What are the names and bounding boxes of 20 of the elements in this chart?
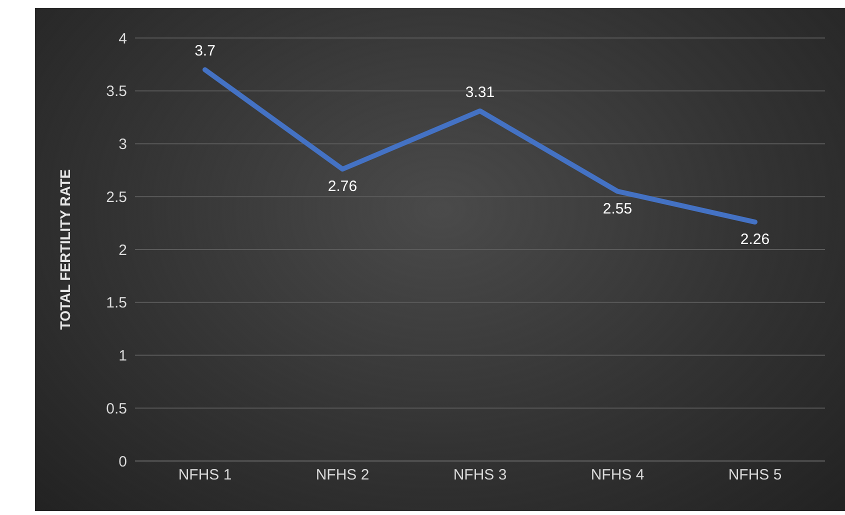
x-tick-label: NFHS 1 (178, 466, 232, 484)
x-tick-label: NFHS 3 (453, 466, 507, 484)
y-tick-label: 0 (118, 453, 127, 470)
data-label: 3.7 (194, 42, 216, 60)
y-axis-title: TOTAL FERTILITY RATE (56, 169, 73, 330)
y-tick-label: 4 (118, 30, 127, 48)
data-label: 2.76 (328, 178, 358, 196)
x-tick-label: NFHS 4 (590, 466, 644, 484)
data-label: 2.55 (602, 200, 632, 218)
x-tick-label: NFHS 5 (728, 466, 782, 484)
y-tick-label: 3.5 (106, 83, 127, 100)
y-tick-label: 3 (118, 136, 127, 154)
y-tick-label: 1.5 (106, 294, 127, 312)
y-tick-label: 0.5 (106, 400, 127, 418)
data-label: 2.26 (740, 231, 770, 248)
data-label: 3.31 (465, 84, 495, 101)
y-tick-label: 1 (118, 348, 127, 365)
y-tick-label: 2.5 (106, 188, 127, 206)
y-tick-label: 2 (118, 242, 127, 259)
x-tick-label: NFHS 2 (316, 466, 370, 484)
